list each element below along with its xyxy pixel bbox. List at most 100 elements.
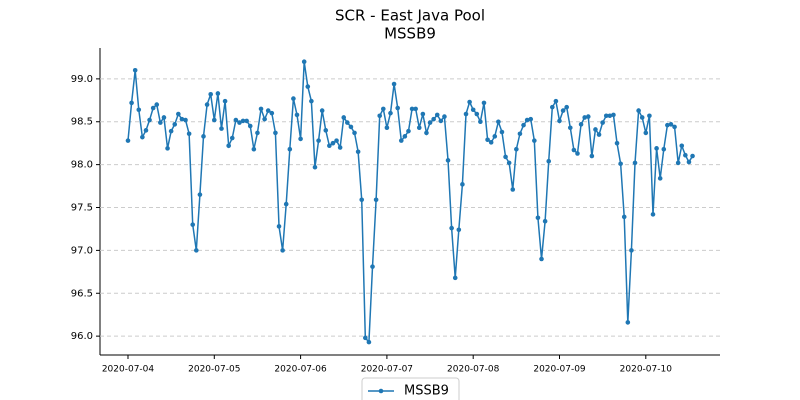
marker (265, 108, 271, 113)
marker (363, 335, 368, 341)
marker (420, 111, 426, 117)
marker (381, 106, 386, 112)
marker (690, 153, 695, 159)
marker (521, 122, 526, 128)
marker (438, 118, 444, 124)
marker (341, 115, 347, 120)
legend-box (361, 377, 460, 400)
line (127, 61, 694, 345)
marker (424, 130, 429, 136)
marker (165, 146, 170, 151)
marker (219, 126, 224, 131)
marker (280, 248, 285, 253)
marker (373, 197, 379, 203)
marker (204, 102, 210, 107)
marker (398, 138, 404, 143)
marker (359, 197, 365, 203)
marker (409, 106, 415, 112)
marker (251, 146, 257, 152)
marker (298, 136, 303, 142)
marker (176, 111, 181, 117)
marker (258, 106, 264, 112)
chart-subtitle: MSSB9 (384, 25, 436, 43)
marker (244, 118, 249, 124)
marker (593, 127, 598, 132)
marker (578, 122, 584, 127)
marker (460, 182, 465, 187)
marker (571, 147, 577, 153)
marker (348, 124, 354, 130)
marker (197, 192, 203, 197)
marker (546, 158, 552, 164)
marker (384, 125, 390, 131)
marker (672, 124, 677, 130)
x-tick-label: 2020-07-10 (620, 365, 673, 375)
marker (334, 138, 339, 143)
y-tick-label: 96.0 (71, 331, 93, 342)
marker (129, 100, 134, 106)
marker (661, 146, 667, 152)
marker (211, 117, 217, 123)
marker (215, 91, 221, 96)
marker (478, 119, 483, 125)
marker (596, 132, 602, 137)
marker (668, 122, 674, 127)
marker (452, 275, 458, 281)
marker (639, 115, 645, 120)
marker (154, 102, 160, 107)
marker (532, 138, 537, 143)
marker (330, 140, 336, 146)
marker (467, 99, 472, 105)
marker (431, 116, 436, 122)
marker (233, 117, 239, 123)
marker (370, 264, 375, 269)
marker (539, 256, 544, 262)
marker (309, 98, 314, 104)
marker (492, 134, 498, 139)
marker (675, 160, 681, 166)
x-tick-label: 2020-07-09 (533, 365, 586, 375)
marker (186, 131, 192, 137)
x-tick-label: 2020-07-05 (188, 365, 240, 375)
marker (283, 201, 289, 207)
marker (524, 117, 530, 123)
marker (647, 113, 652, 119)
marker (287, 146, 293, 152)
marker (499, 129, 505, 135)
x-tick-label: 2020-07-07 (361, 365, 413, 375)
marker (255, 130, 260, 136)
marker (312, 164, 318, 170)
marker (629, 248, 634, 253)
y-tick-label: 99.0 (71, 74, 93, 85)
marker (168, 128, 174, 134)
marker (262, 116, 267, 122)
marker (621, 214, 627, 220)
marker (470, 107, 476, 113)
marker (229, 135, 235, 141)
marker (560, 108, 566, 113)
marker (503, 154, 508, 160)
marker (654, 146, 659, 151)
marker (683, 152, 688, 158)
marker (323, 128, 329, 133)
marker (434, 112, 440, 118)
marker (567, 125, 573, 131)
marker (517, 131, 523, 137)
marker (273, 130, 278, 136)
marker (269, 110, 275, 116)
marker (125, 138, 131, 143)
legend-label: MSSB9 (404, 384, 449, 399)
marker (416, 125, 422, 131)
marker (585, 114, 591, 119)
marker (636, 108, 641, 113)
marker (179, 116, 185, 122)
marker (589, 153, 595, 159)
marker (603, 113, 609, 119)
marker (550, 104, 555, 110)
marker (391, 81, 397, 87)
marker (143, 128, 149, 133)
marker (208, 92, 213, 97)
marker (222, 98, 228, 104)
marker (442, 114, 447, 119)
